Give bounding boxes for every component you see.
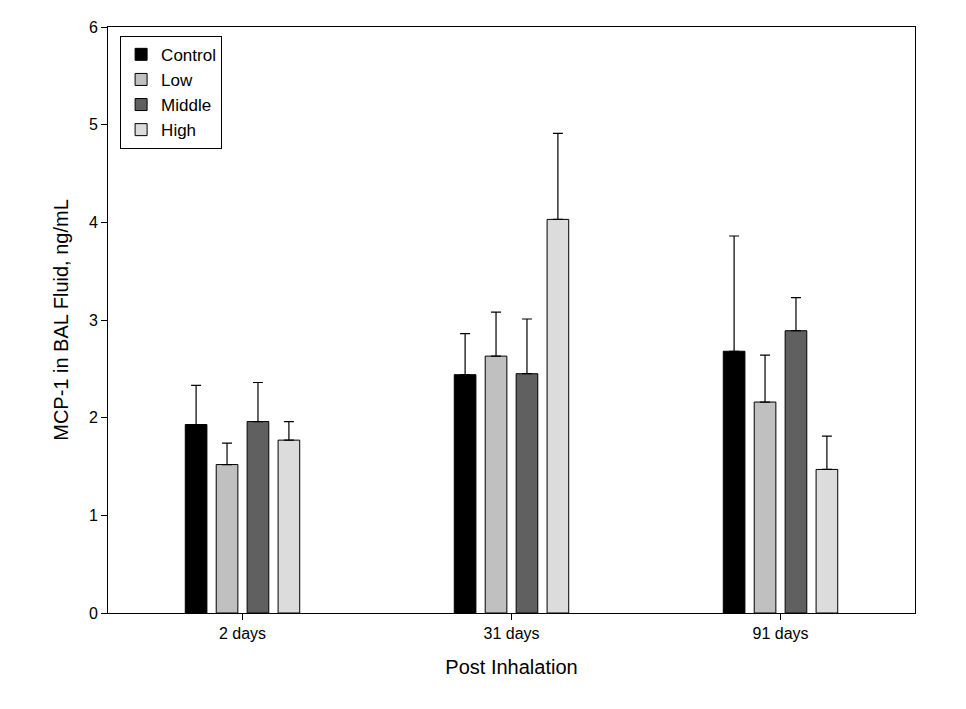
svg-text:High: High <box>161 121 196 140</box>
svg-text:2 days: 2 days <box>219 625 266 642</box>
svg-text:6: 6 <box>89 19 98 36</box>
svg-text:31 days: 31 days <box>483 625 539 642</box>
svg-text:Low: Low <box>161 71 193 90</box>
svg-text:1: 1 <box>89 507 98 524</box>
svg-text:3: 3 <box>89 312 98 329</box>
svg-text:2: 2 <box>89 409 98 426</box>
svg-text:Post Inhalation: Post Inhalation <box>445 656 577 678</box>
svg-text:91 days: 91 days <box>752 625 808 642</box>
svg-text:Middle: Middle <box>161 96 211 115</box>
svg-text:0: 0 <box>89 605 98 622</box>
svg-text:MCP-1 in BAL Fluid, ng/mL: MCP-1 in BAL Fluid, ng/mL <box>50 199 72 441</box>
svg-text:5: 5 <box>89 116 98 133</box>
svg-text:4: 4 <box>89 214 98 231</box>
svg-text:Control: Control <box>161 46 216 65</box>
